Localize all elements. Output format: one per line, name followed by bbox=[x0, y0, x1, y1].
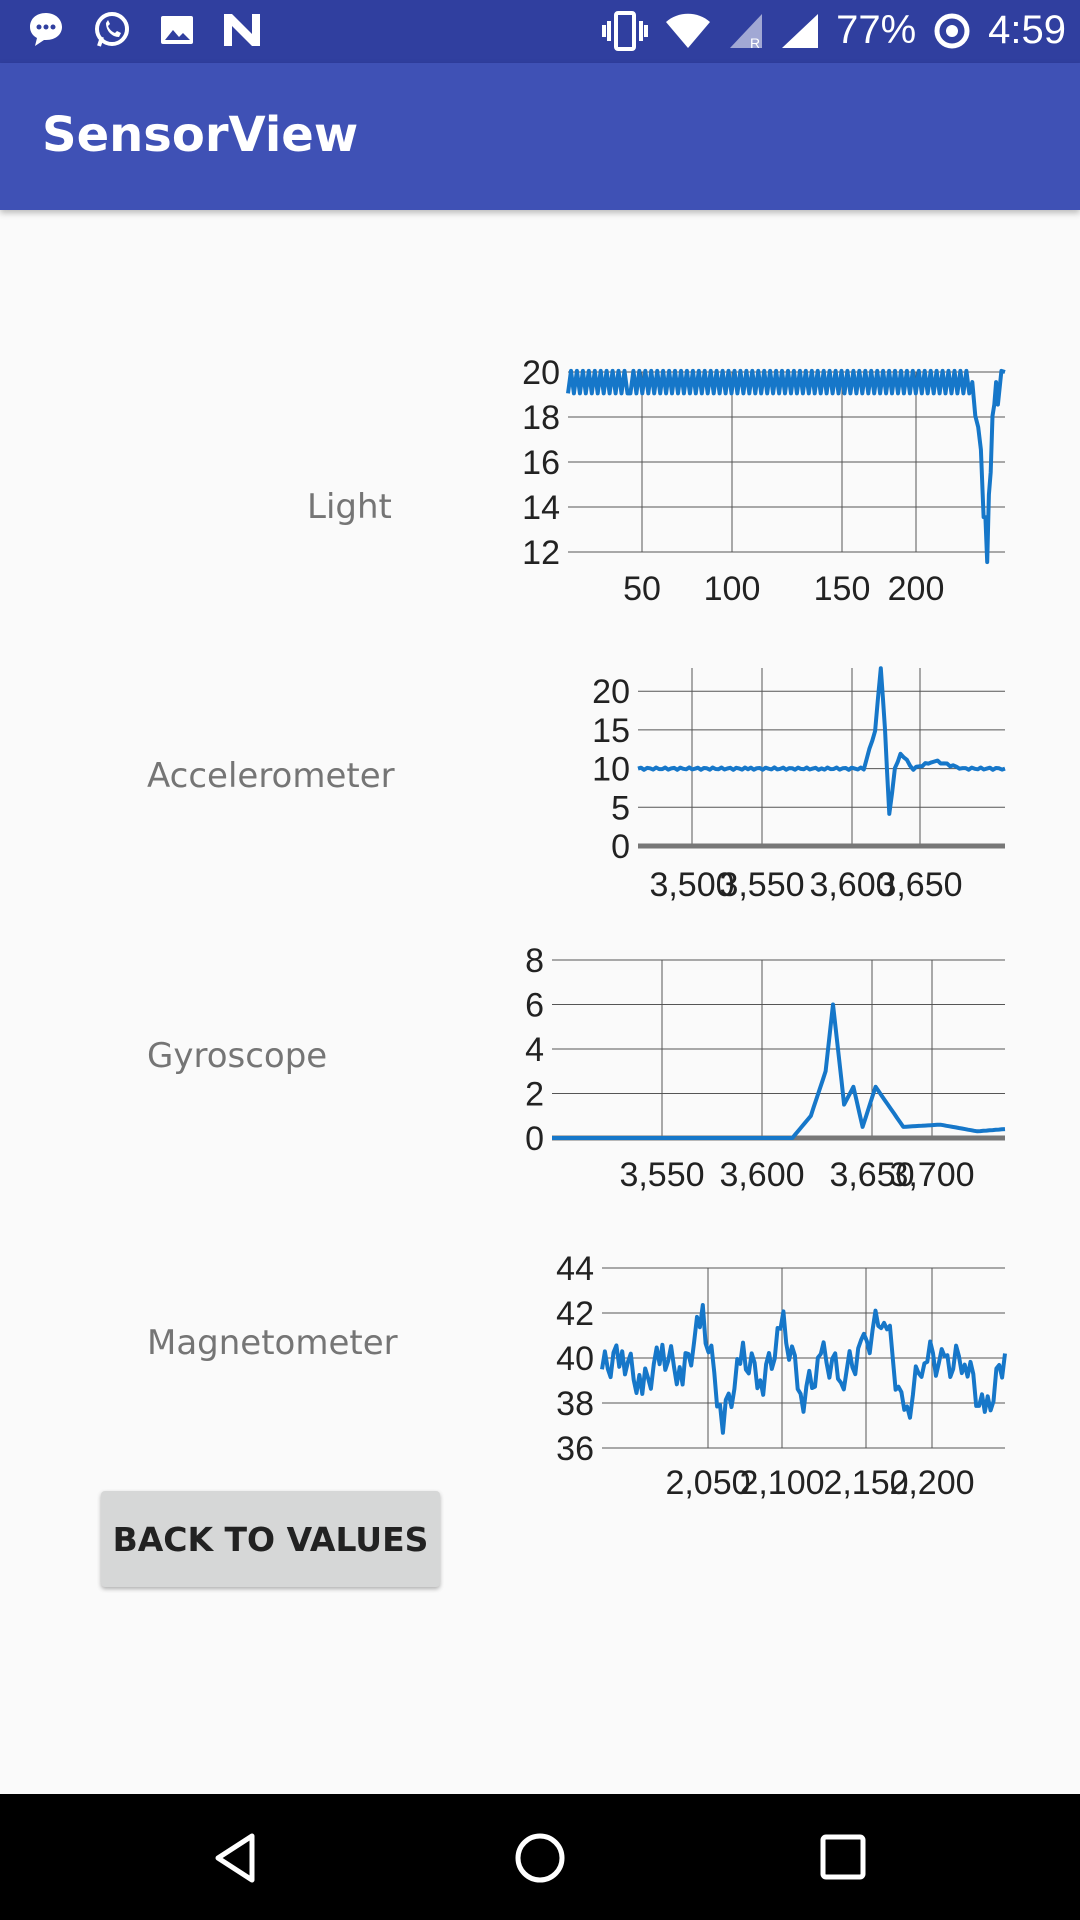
y-tick-label: 4 bbox=[525, 1031, 544, 1069]
x-tick-label: 3,650 bbox=[877, 866, 962, 904]
y-tick-label: 20 bbox=[592, 673, 630, 711]
navigation-bar bbox=[0, 1794, 1080, 1920]
battery-saver-icon bbox=[934, 13, 970, 48]
y-tick-label: 5 bbox=[611, 789, 630, 827]
x-tick-label: 3,500 bbox=[649, 866, 734, 904]
x-tick-label: 100 bbox=[704, 570, 761, 608]
y-tick-label: 8 bbox=[525, 942, 544, 980]
light-chart: 12 14 16 18 20 50 100 150 200 bbox=[500, 350, 1020, 620]
signal-r-icon: R bbox=[730, 13, 763, 50]
wifi-icon bbox=[666, 13, 711, 48]
y-tick-label: 6 bbox=[525, 987, 544, 1025]
notification-icons bbox=[28, 10, 262, 50]
whatsapp-icon bbox=[95, 12, 129, 47]
light-label: Light bbox=[307, 487, 392, 527]
series-line bbox=[552, 1002, 1006, 1140]
y-tick-label: 15 bbox=[592, 712, 630, 750]
app-title: SensorView bbox=[42, 107, 359, 163]
back-to-values-button[interactable]: BACK TO VALUES bbox=[101, 1491, 440, 1587]
magnetometer-chart: 36 38 40 42 44 2,050 2,100 2,150 2,200 bbox=[500, 1250, 1020, 1520]
back-icon[interactable] bbox=[212, 1832, 258, 1884]
x-tick-label: 3,550 bbox=[619, 1156, 704, 1194]
y-tick-label: 12 bbox=[522, 534, 560, 572]
x-tick-label: 150 bbox=[814, 570, 871, 608]
x-tick-label: 200 bbox=[888, 570, 945, 608]
app-bar: SensorView bbox=[0, 63, 1080, 210]
svg-text:R: R bbox=[750, 35, 760, 50]
y-tick-label: 14 bbox=[522, 489, 560, 527]
accelerometer-label: Accelerometer bbox=[147, 756, 395, 796]
gyroscope-label: Gyroscope bbox=[147, 1036, 328, 1076]
magnetometer-label: Magnetometer bbox=[147, 1323, 398, 1363]
series-line bbox=[637, 666, 1006, 816]
accelerometer-chart: 0 5 10 15 20 3,500 3,550 3,600 3,650 bbox=[500, 652, 1020, 912]
y-tick-label: 0 bbox=[525, 1120, 544, 1158]
y-tick-label: 36 bbox=[556, 1430, 594, 1468]
y-tick-label: 16 bbox=[522, 444, 560, 482]
y-tick-label: 0 bbox=[611, 828, 630, 866]
x-tick-label: 3,650 bbox=[829, 1156, 914, 1194]
y-tick-label: 38 bbox=[556, 1385, 594, 1423]
x-tick-label: 2,100 bbox=[739, 1464, 824, 1502]
x-tick-label: 2,150 bbox=[823, 1464, 908, 1502]
series-line bbox=[600, 1303, 1007, 1435]
x-tick-label: 50 bbox=[623, 570, 661, 608]
x-tick-label: 2,050 bbox=[665, 1464, 750, 1502]
clock: 4:59 bbox=[988, 8, 1066, 52]
chat-bubble-icon bbox=[30, 13, 62, 46]
y-tick-label: 40 bbox=[556, 1340, 594, 1378]
system-status-icons: R 77% 4:59 bbox=[602, 8, 1066, 53]
y-tick-label: 2 bbox=[525, 1076, 544, 1114]
vibrate-icon bbox=[602, 10, 649, 51]
battery-percent: 77% bbox=[836, 8, 917, 52]
x-tick-label: 3,600 bbox=[809, 866, 894, 904]
x-tick-label: 3,600 bbox=[719, 1156, 804, 1194]
image-icon bbox=[161, 16, 193, 44]
y-tick-label: 44 bbox=[556, 1250, 594, 1288]
signal-icon bbox=[782, 13, 819, 48]
x-tick-label: 3,550 bbox=[719, 866, 804, 904]
gyroscope-chart: 0 2 4 6 8 3,550 3,600 3,650 3,700 bbox=[500, 940, 1020, 1210]
x-tick-label: 2,200 bbox=[889, 1464, 974, 1502]
n-logo-icon bbox=[224, 14, 260, 46]
status-bar: R 77% 4:59 bbox=[0, 0, 1080, 63]
y-tick-label: 42 bbox=[556, 1295, 594, 1333]
series-line bbox=[566, 368, 1006, 565]
recents-icon[interactable] bbox=[820, 1834, 866, 1880]
home-icon[interactable] bbox=[514, 1832, 566, 1884]
x-tick-label: 3,700 bbox=[889, 1156, 974, 1194]
y-tick-label: 10 bbox=[592, 751, 630, 789]
y-tick-label: 18 bbox=[522, 399, 560, 437]
y-tick-label: 20 bbox=[522, 354, 560, 392]
light-chart-svg: 12 14 16 18 20 50 100 150 200 bbox=[522, 354, 1006, 608]
